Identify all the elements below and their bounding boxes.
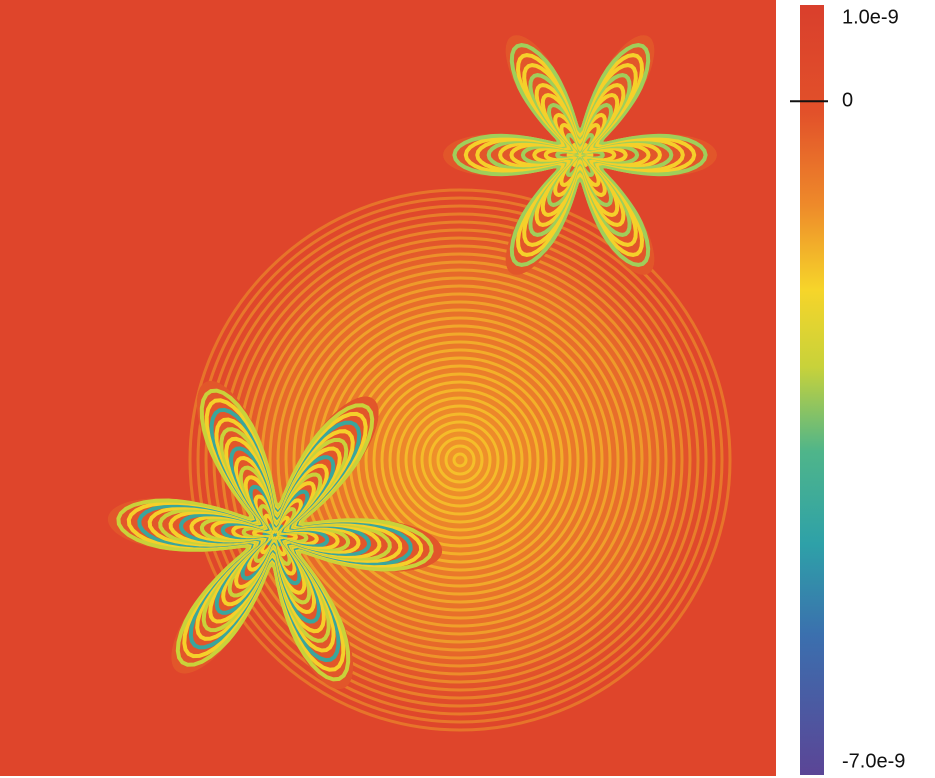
colorbar	[800, 5, 824, 775]
colorbar-tick-label: 1.0e-9	[842, 6, 899, 28]
colorbar-tick-label: -7.0e-9	[842, 750, 905, 772]
chart: 1.0e-9 0 -7.0e-9	[0, 0, 935, 778]
colorbar-tick-label: 0	[842, 90, 853, 112]
